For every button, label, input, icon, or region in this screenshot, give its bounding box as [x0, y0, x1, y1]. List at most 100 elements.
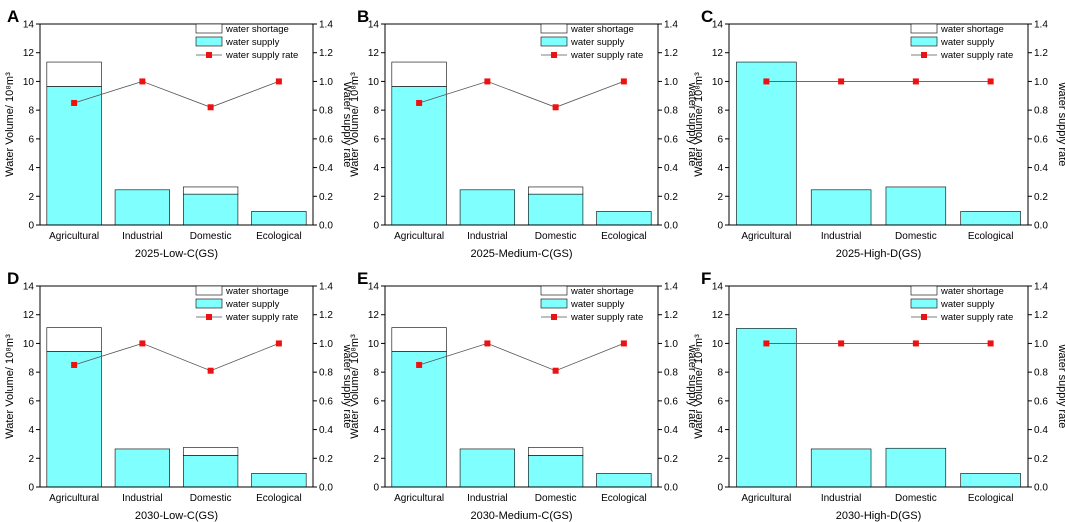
y2-tick-label: 0.6 [1034, 134, 1048, 145]
supply-bar [391, 86, 447, 226]
y-tick-label: 4 [28, 425, 34, 436]
y2-tick-label: 0.6 [319, 396, 333, 407]
y2-tick-label: 1.2 [1034, 310, 1048, 321]
rate-marker [763, 340, 770, 347]
y-tick-label: 14 [368, 282, 380, 293]
y2-tick-label: 0.8 [664, 368, 678, 379]
supply-bar [885, 186, 947, 226]
rate-marker [275, 340, 282, 347]
legend-swatch-supply [540, 36, 568, 47]
x-tick-label: Ecological [601, 231, 647, 242]
supply-bar [46, 351, 102, 488]
supply-bar [810, 189, 872, 226]
y-tick-label: 6 [717, 396, 723, 407]
supply-bar [114, 189, 170, 226]
y-tick-label: 0 [28, 221, 34, 232]
legend-label: water supply [940, 299, 995, 310]
supply-bar [251, 473, 307, 488]
legend-swatch-rate-marker [921, 52, 927, 58]
rate-line [74, 81, 280, 108]
rate-marker [139, 340, 146, 347]
y-tick-label: 2 [717, 192, 723, 203]
legend-swatch-shortage [195, 285, 223, 296]
legend-swatch-rate-marker [206, 52, 212, 58]
legend-swatch-supply [540, 298, 568, 309]
y-tick-label: 6 [373, 396, 379, 407]
y2-tick-label: 1.4 [319, 20, 333, 31]
y-tick-label: 2 [373, 192, 379, 203]
y-tick-label: 0 [717, 483, 723, 494]
y2-tick-label: 0.4 [1034, 425, 1048, 436]
legend-label: water supply rate [940, 50, 1013, 61]
supply-bar [459, 448, 515, 488]
legend-label: water shortage [570, 286, 634, 297]
supply-bar [736, 61, 797, 226]
y-tick-label: 14 [23, 282, 35, 293]
y-tick-label: 6 [373, 134, 379, 145]
legend-swatch-shortage [910, 23, 938, 34]
supply-bar [596, 211, 652, 226]
supply-bar [960, 211, 1021, 226]
x-tick-label: Industrial [122, 493, 163, 504]
plot-frame [384, 23, 659, 226]
legend: water shortage water supply water supply r… [540, 23, 643, 61]
y2-tick-label: 1.4 [319, 282, 333, 293]
rate-marker [484, 340, 491, 347]
x-tick-label: Agricultural [741, 231, 791, 242]
legend-label: water supply [225, 299, 280, 310]
y-tick-label: 8 [28, 368, 34, 379]
legend-swatch-rate-marker [206, 314, 212, 320]
supply-bar [528, 455, 584, 488]
rate-marker [416, 99, 423, 106]
y2-tick-label: 1.2 [1034, 48, 1048, 59]
x-tick-label: Ecological [256, 231, 302, 242]
y-tick-label: 12 [23, 310, 35, 321]
x-tick-label: Industrial [821, 231, 862, 242]
panel-letter: C [701, 7, 713, 26]
x-tick-label: Agricultural [394, 493, 444, 504]
y2-tick-label: 1.4 [664, 282, 678, 293]
chart-panel-f: F 0 2 4 6 8 10 12 14 0.0 0.2 0.4 0.6 0.8 1.0 1.2 1.4 Agri… [693, 269, 1065, 522]
y-tick-label: 8 [717, 368, 723, 379]
legend-label: water supply [940, 37, 995, 48]
y-tick-label: 2 [28, 454, 34, 465]
legend-label: water supply rate [570, 50, 643, 61]
chart-panel-c: C 0 2 4 6 8 10 12 14 0.0 0.2 0.4 0.6 0.8 1.0 1.2 1.4 Agri… [693, 7, 1065, 260]
legend: water shortage water supply water supply r… [195, 285, 298, 323]
y-tick-label: 4 [28, 163, 34, 174]
supply-bar [885, 447, 947, 488]
x-tick-label: Agricultural [394, 231, 444, 242]
rate-marker [416, 361, 423, 368]
y-tick-label: 0 [28, 483, 34, 494]
legend-label: water supply rate [570, 312, 643, 323]
y-tick-label: 12 [712, 48, 724, 59]
legend-swatch-shortage [540, 23, 568, 34]
y-tick-label: 8 [373, 106, 379, 117]
y-tick-label: 8 [28, 106, 34, 117]
y-tick-label: 12 [712, 310, 724, 321]
y-tick-label: 2 [373, 454, 379, 465]
y-tick-label: 10 [368, 339, 380, 350]
plot-frame [384, 285, 659, 488]
rate-marker [838, 340, 845, 347]
x-tick-label: Ecological [968, 231, 1014, 242]
y2-tick-label: 0.4 [1034, 163, 1048, 174]
y2-tick-label: 0.2 [1034, 192, 1048, 203]
y-tick-label: 14 [712, 282, 724, 293]
legend-swatch-shortage [910, 285, 938, 296]
y2-axis-title: water supply rate [1056, 344, 1065, 429]
y-tick-label: 4 [717, 163, 723, 174]
rate-marker [987, 78, 994, 85]
shortage-bar [391, 327, 447, 352]
x-axis-title: 2025-High-D(GS) [836, 248, 922, 260]
legend-label: water supply [225, 37, 280, 48]
x-tick-label: Domestic [535, 493, 577, 504]
legend: water shortage water supply water supply r… [910, 285, 1013, 323]
y-tick-label: 6 [28, 134, 34, 145]
y2-tick-label: 1.0 [664, 77, 678, 88]
y-tick-label: 10 [712, 77, 724, 88]
y2-axis-title: water supply rate [686, 82, 698, 167]
y2-tick-label: 0.4 [664, 163, 678, 174]
x-tick-label: Agricultural [49, 493, 99, 504]
y-tick-label: 2 [28, 192, 34, 203]
